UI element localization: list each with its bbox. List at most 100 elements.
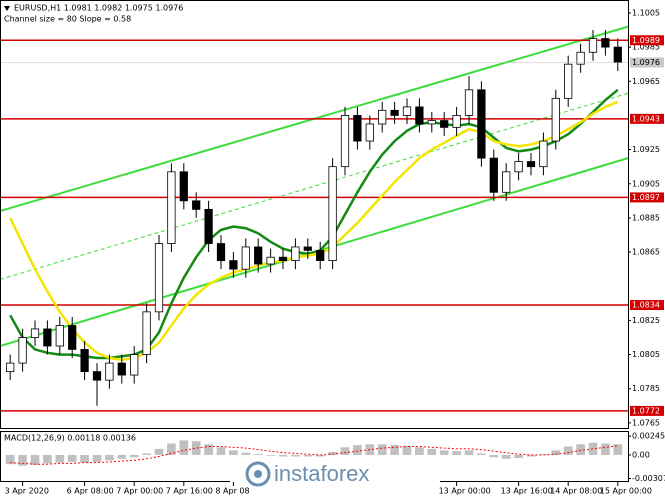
level-label-box: [630, 300, 664, 311]
y-tick-label: 1.0785: [632, 384, 660, 393]
candle-body: [489, 157, 498, 193]
y-tick-label: 0.00: [632, 450, 650, 459]
macd-bar: [439, 450, 449, 455]
candle-body: [30, 328, 40, 338]
candle-body: [105, 362, 114, 381]
macd-bar: [390, 445, 399, 455]
macd-bar: [5, 454, 15, 465]
candle-body: [539, 140, 548, 168]
candle-body: [167, 171, 176, 244]
level-label: 1.0943: [632, 114, 660, 123]
y-tick-label: 1.0825: [632, 316, 660, 325]
macd-bar: [477, 453, 486, 455]
candle-body: [303, 246, 312, 251]
candle-body: [427, 120, 436, 125]
y-tick-label: 1.1005: [632, 8, 660, 17]
macd-bar: [303, 454, 313, 457]
moving-average: [9, 100, 619, 361]
candle-body: [216, 243, 226, 262]
candle-body: [613, 46, 622, 63]
macd-bar: [291, 454, 300, 457]
macd-signal: [10, 445, 618, 465]
y-tick-label: 1.0985: [632, 43, 660, 52]
macd-bar: [266, 454, 275, 456]
macd-bar: [613, 444, 623, 455]
chart-title: EURUSD,H1 1.0981 1.0982 1.0975 1.0976: [14, 4, 183, 13]
macd-bar: [489, 454, 499, 458]
macd-bar: [117, 454, 127, 459]
macd-bar: [241, 452, 251, 455]
candle-body: [179, 171, 188, 202]
candle-body: [514, 161, 523, 173]
y-tick-label: 0.00245: [632, 432, 665, 441]
candle-body: [588, 38, 598, 53]
macd-title: MACD(12,26,9) 0.00118 0.00136: [4, 434, 136, 443]
x-tick-label: 7 Apr 00:00: [116, 487, 163, 496]
candle-body: [117, 362, 126, 376]
level-label-box: [630, 35, 664, 46]
level-label: 1.0897: [632, 193, 660, 202]
macd-bar: [402, 445, 412, 455]
candle-body: [18, 337, 27, 364]
macd-bar: [588, 442, 598, 455]
level-label-box: [630, 192, 664, 203]
macd-bar: [67, 454, 77, 462]
macd-bar: [229, 450, 238, 455]
macd-bar: [415, 447, 424, 455]
last-price-label: 1.0976: [632, 58, 660, 67]
macd-bar: [576, 444, 585, 455]
candle-body: [204, 208, 213, 244]
macd-bar: [55, 454, 65, 463]
candle-body: [254, 246, 263, 265]
x-tick-label: 13 Apr 00:00: [439, 487, 491, 496]
candle-body: [576, 51, 585, 65]
macd-bar: [526, 454, 536, 457]
macd-bar: [464, 450, 474, 455]
macd-bar: [328, 451, 337, 455]
macd-bar: [30, 454, 40, 465]
macd-bar: [105, 454, 114, 461]
candle-body: [440, 120, 449, 128]
candle-body: [55, 325, 64, 347]
candle-body: [278, 256, 288, 262]
macd-bar: [167, 443, 176, 455]
macd-bar: [179, 440, 189, 455]
candle-body: [68, 325, 77, 350]
macd-bar: [377, 444, 387, 455]
candle-body: [291, 246, 300, 262]
watermark-text: instaforex: [274, 461, 369, 486]
macd-bar: [154, 448, 164, 455]
watermark: instaforex: [230, 458, 440, 490]
candle-body: [192, 200, 201, 210]
candle-body: [43, 328, 52, 347]
last-price-box: [630, 57, 664, 68]
plot-area: [0, 25, 629, 466]
candle-body: [229, 260, 238, 270]
macd-bar: [191, 441, 201, 455]
x-tick-label: 14 Apr 08:00: [550, 487, 602, 496]
candle-body: [328, 166, 337, 262]
candle-body: [551, 97, 560, 142]
candle-body: [464, 89, 474, 116]
macd-bar: [278, 454, 288, 457]
level-label: 1.0772: [632, 406, 660, 415]
macd-bar: [427, 448, 437, 455]
macd-bar: [563, 446, 573, 455]
macd-bar: [216, 447, 226, 455]
x-tick-label: 13 Apr 16:00: [501, 487, 553, 496]
macd-bar: [501, 454, 511, 459]
y-tick-label: -0.00307: [632, 474, 665, 483]
macd-bar: [315, 454, 325, 457]
macd-bar: [129, 454, 139, 458]
candle-body: [6, 362, 15, 373]
macd-bar: [204, 444, 213, 455]
macd-bar: [80, 454, 89, 463]
x-tick-label: 6 Apr 08:00: [67, 487, 114, 496]
macd-bar: [18, 454, 27, 466]
level-label-box: [630, 405, 664, 416]
macd-bar: [551, 450, 561, 455]
candle-body: [564, 63, 573, 99]
candle-body: [353, 115, 362, 142]
macd-bar: [601, 443, 610, 455]
y-tick-label: 1.0885: [632, 213, 660, 222]
